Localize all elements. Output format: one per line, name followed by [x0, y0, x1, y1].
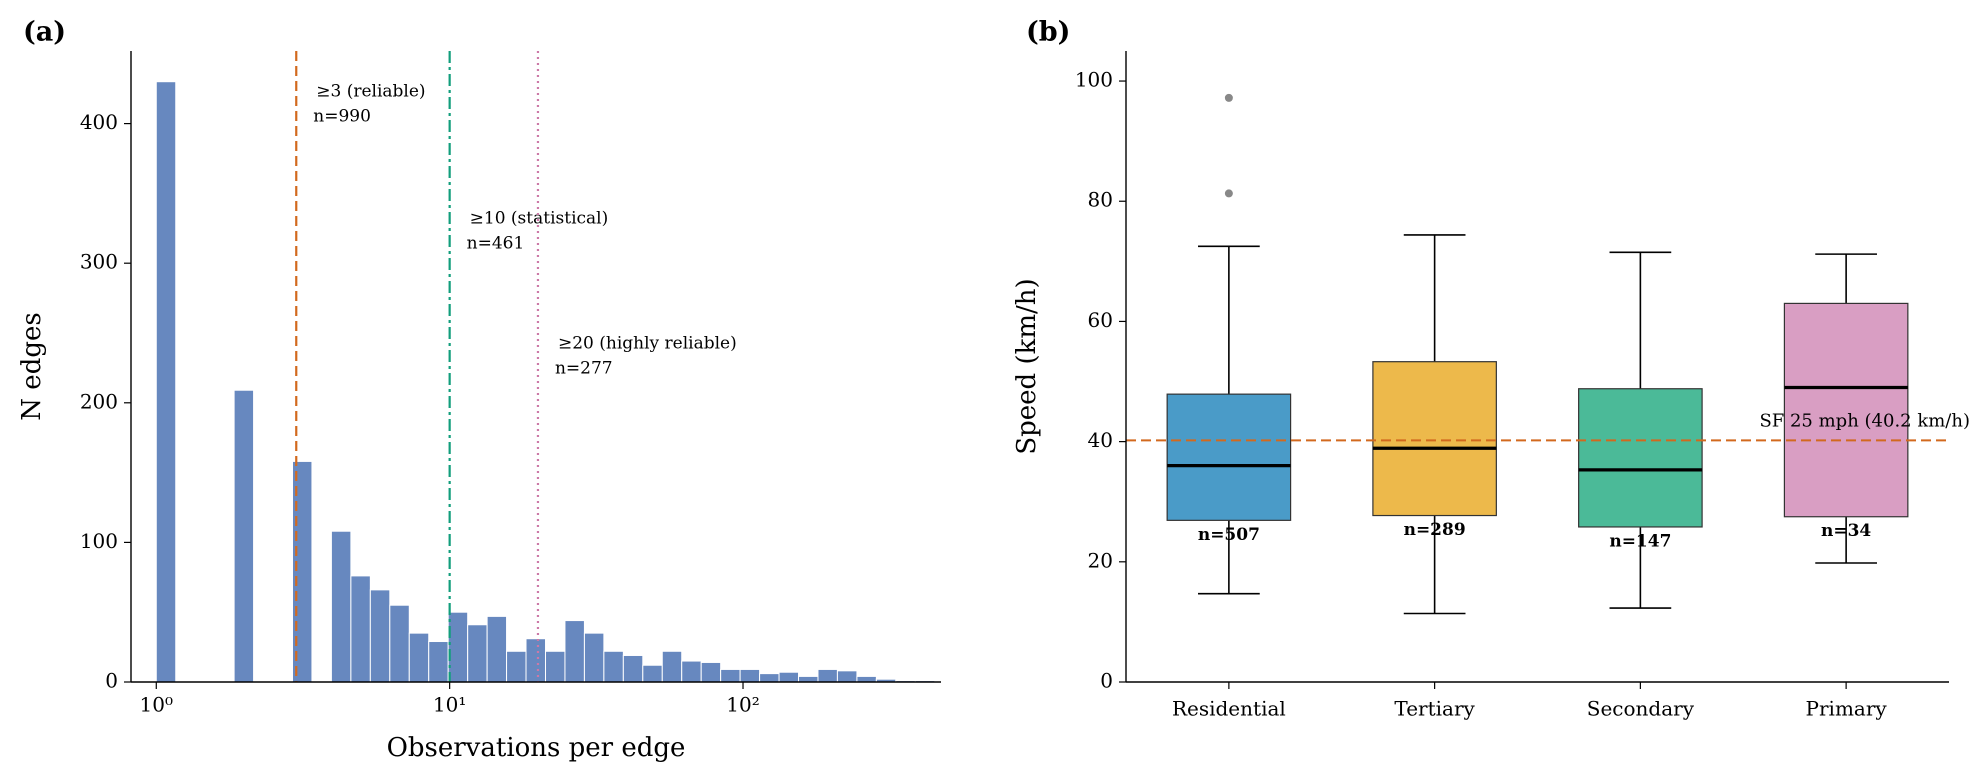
histogram-bar: [759, 673, 780, 683]
y-tick-label: 0: [105, 669, 118, 693]
histogram-bar: [798, 675, 819, 683]
x-tick-label: 10²: [726, 693, 759, 717]
y-axis-label: Speed (km/h): [1012, 278, 1042, 454]
y-tick-label: 100: [1075, 68, 1113, 92]
histogram-bar: [817, 668, 838, 683]
panel-label: (a): [23, 17, 66, 48]
histogram-bar: [778, 671, 800, 683]
histogram-bar: [155, 81, 177, 683]
y-tick-label: 100: [80, 529, 118, 553]
histogram-bar: [233, 389, 255, 683]
y-tick-label: 80: [1088, 188, 1113, 212]
histogram-bar: [739, 668, 761, 683]
y-tick-label: 60: [1088, 308, 1113, 332]
histogram-bar: [525, 638, 547, 683]
histogram-bar: [720, 668, 741, 683]
histogram-bar: [836, 670, 858, 683]
x-tick-label: Residential: [1172, 697, 1286, 721]
histogram-bar: [700, 661, 722, 683]
threshold-label: ≥3 (reliable): [316, 82, 425, 102]
histogram-bar: [408, 632, 430, 683]
n-label: n=289: [1404, 520, 1466, 540]
x-axis-label: Observations per edge: [387, 733, 686, 763]
histogram-bar: [369, 589, 391, 683]
x-tick-label: Secondary: [1587, 697, 1695, 721]
histogram-bar: [681, 660, 702, 683]
y-tick-label: 20: [1088, 548, 1113, 572]
y-tick-label: 200: [80, 389, 118, 413]
x-tick-label: Primary: [1806, 697, 1888, 721]
x-tick-label: 10¹: [433, 693, 466, 717]
box: [1372, 361, 1497, 517]
histogram-bar: [447, 611, 469, 683]
n-label: n=507: [1198, 525, 1260, 545]
box: [1166, 393, 1292, 521]
n-label: n=34: [1821, 521, 1871, 541]
histogram-bar: [486, 615, 508, 683]
n-label: n=147: [1609, 531, 1671, 551]
histogram-bar: [564, 620, 585, 683]
x-tick-label: Tertiary: [1394, 697, 1475, 721]
y-tick-label: 0: [1100, 669, 1113, 693]
histogram-bar: [583, 632, 605, 683]
histogram-bar: [350, 575, 371, 683]
outlier: [1224, 189, 1233, 198]
y-axis-label: N edges: [17, 312, 47, 420]
histogram-bar: [467, 624, 488, 683]
histogram-bar: [330, 530, 352, 683]
histogram-bar: [545, 650, 566, 683]
box: [1783, 302, 1909, 518]
x-tick-label: 10⁰: [140, 693, 173, 717]
histogram-bar: [661, 650, 683, 683]
histogram-bar: [506, 650, 527, 683]
histogram-bar: [389, 604, 410, 683]
histogram-bar: [642, 664, 663, 683]
threshold-count: n=461: [467, 234, 525, 254]
box: [1578, 388, 1703, 528]
panel-label: (b): [1026, 17, 1070, 48]
y-tick-label: 300: [80, 250, 118, 274]
threshold-label: ≥10 (statistical): [470, 209, 609, 229]
threshold-count: n=277: [555, 359, 613, 379]
outlier: [1224, 93, 1233, 102]
histogram-bar: [428, 641, 449, 683]
histogram-bar: [856, 675, 877, 683]
reference-label: SF 25 mph (40.2 km/h): [1759, 410, 1970, 431]
histogram-bar: [622, 654, 644, 683]
y-tick-label: 40: [1088, 428, 1113, 452]
threshold-count: n=990: [313, 107, 371, 127]
y-tick-label: 400: [80, 110, 118, 134]
histogram-bar: [603, 650, 624, 683]
threshold-label: ≥20 (highly reliable): [558, 334, 737, 354]
